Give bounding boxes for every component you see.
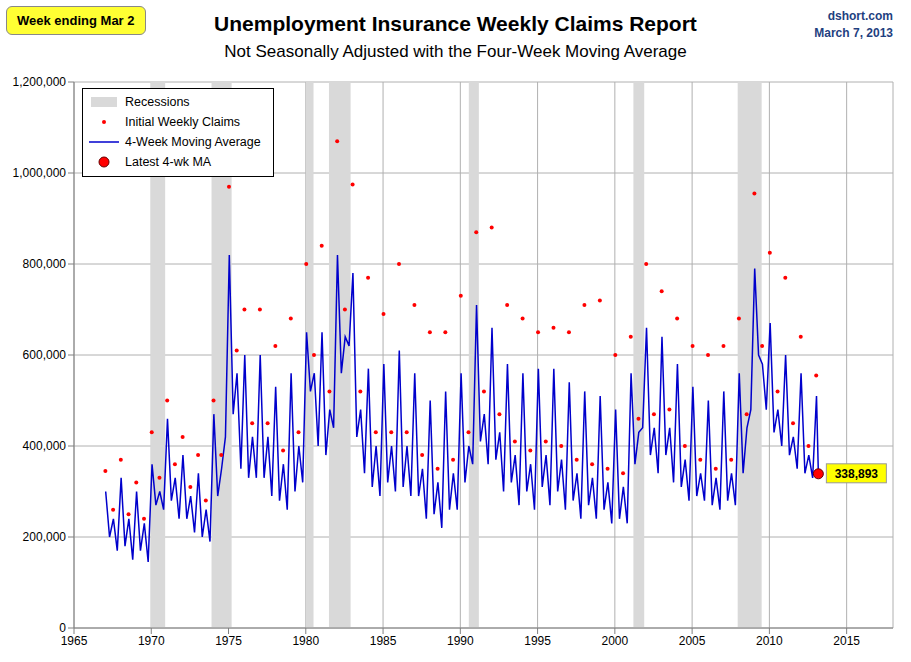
svg-text:1,000,000: 1,000,000 bbox=[13, 166, 67, 180]
html-text:dshort.com: dshort.com bbox=[827, 9, 893, 23]
svg-text:338,893: 338,893 bbox=[835, 467, 879, 481]
svg-text:1985: 1985 bbox=[370, 634, 397, 648]
html-text:March 7, 2013: March 7, 2013 bbox=[814, 26, 893, 40]
html-text:Not Seasonally Adjusted with t: Not Seasonally Adjusted with the Four-We… bbox=[224, 42, 687, 61]
svg-text:1,200,000: 1,200,000 bbox=[13, 75, 67, 89]
svg-text:1990: 1990 bbox=[447, 634, 474, 648]
svg-text:400,000: 400,000 bbox=[23, 439, 67, 453]
svg-text:2015: 2015 bbox=[833, 634, 860, 648]
html-text:4-Week Moving Average: 4-Week Moving Average bbox=[125, 135, 261, 149]
html-text:Week ending Mar 2: Week ending Mar 2 bbox=[17, 13, 135, 28]
svg-text:1975: 1975 bbox=[215, 634, 242, 648]
svg-text:2005: 2005 bbox=[679, 634, 706, 648]
svg-text:1965: 1965 bbox=[61, 634, 88, 648]
svg-text:1970: 1970 bbox=[138, 634, 165, 648]
svg-text:1980: 1980 bbox=[292, 634, 319, 648]
svg-text:0: 0 bbox=[59, 621, 66, 635]
svg-text:2000: 2000 bbox=[601, 634, 628, 648]
html-text:Unemployment Insurance Weekly: Unemployment Insurance Weekly Claims Rep… bbox=[214, 12, 697, 35]
svg-text:1995: 1995 bbox=[524, 634, 551, 648]
html-text:Recessions: Recessions bbox=[125, 95, 190, 109]
svg-text:200,000: 200,000 bbox=[23, 530, 67, 544]
svg-text:800,000: 800,000 bbox=[23, 257, 67, 271]
svg-text:600,000: 600,000 bbox=[23, 348, 67, 362]
html-text:Initial Weekly Claims: Initial Weekly Claims bbox=[125, 115, 241, 129]
html-text:Latest 4-wk MA: Latest 4-wk MA bbox=[125, 155, 212, 169]
svg-text:2010: 2010 bbox=[756, 634, 783, 648]
